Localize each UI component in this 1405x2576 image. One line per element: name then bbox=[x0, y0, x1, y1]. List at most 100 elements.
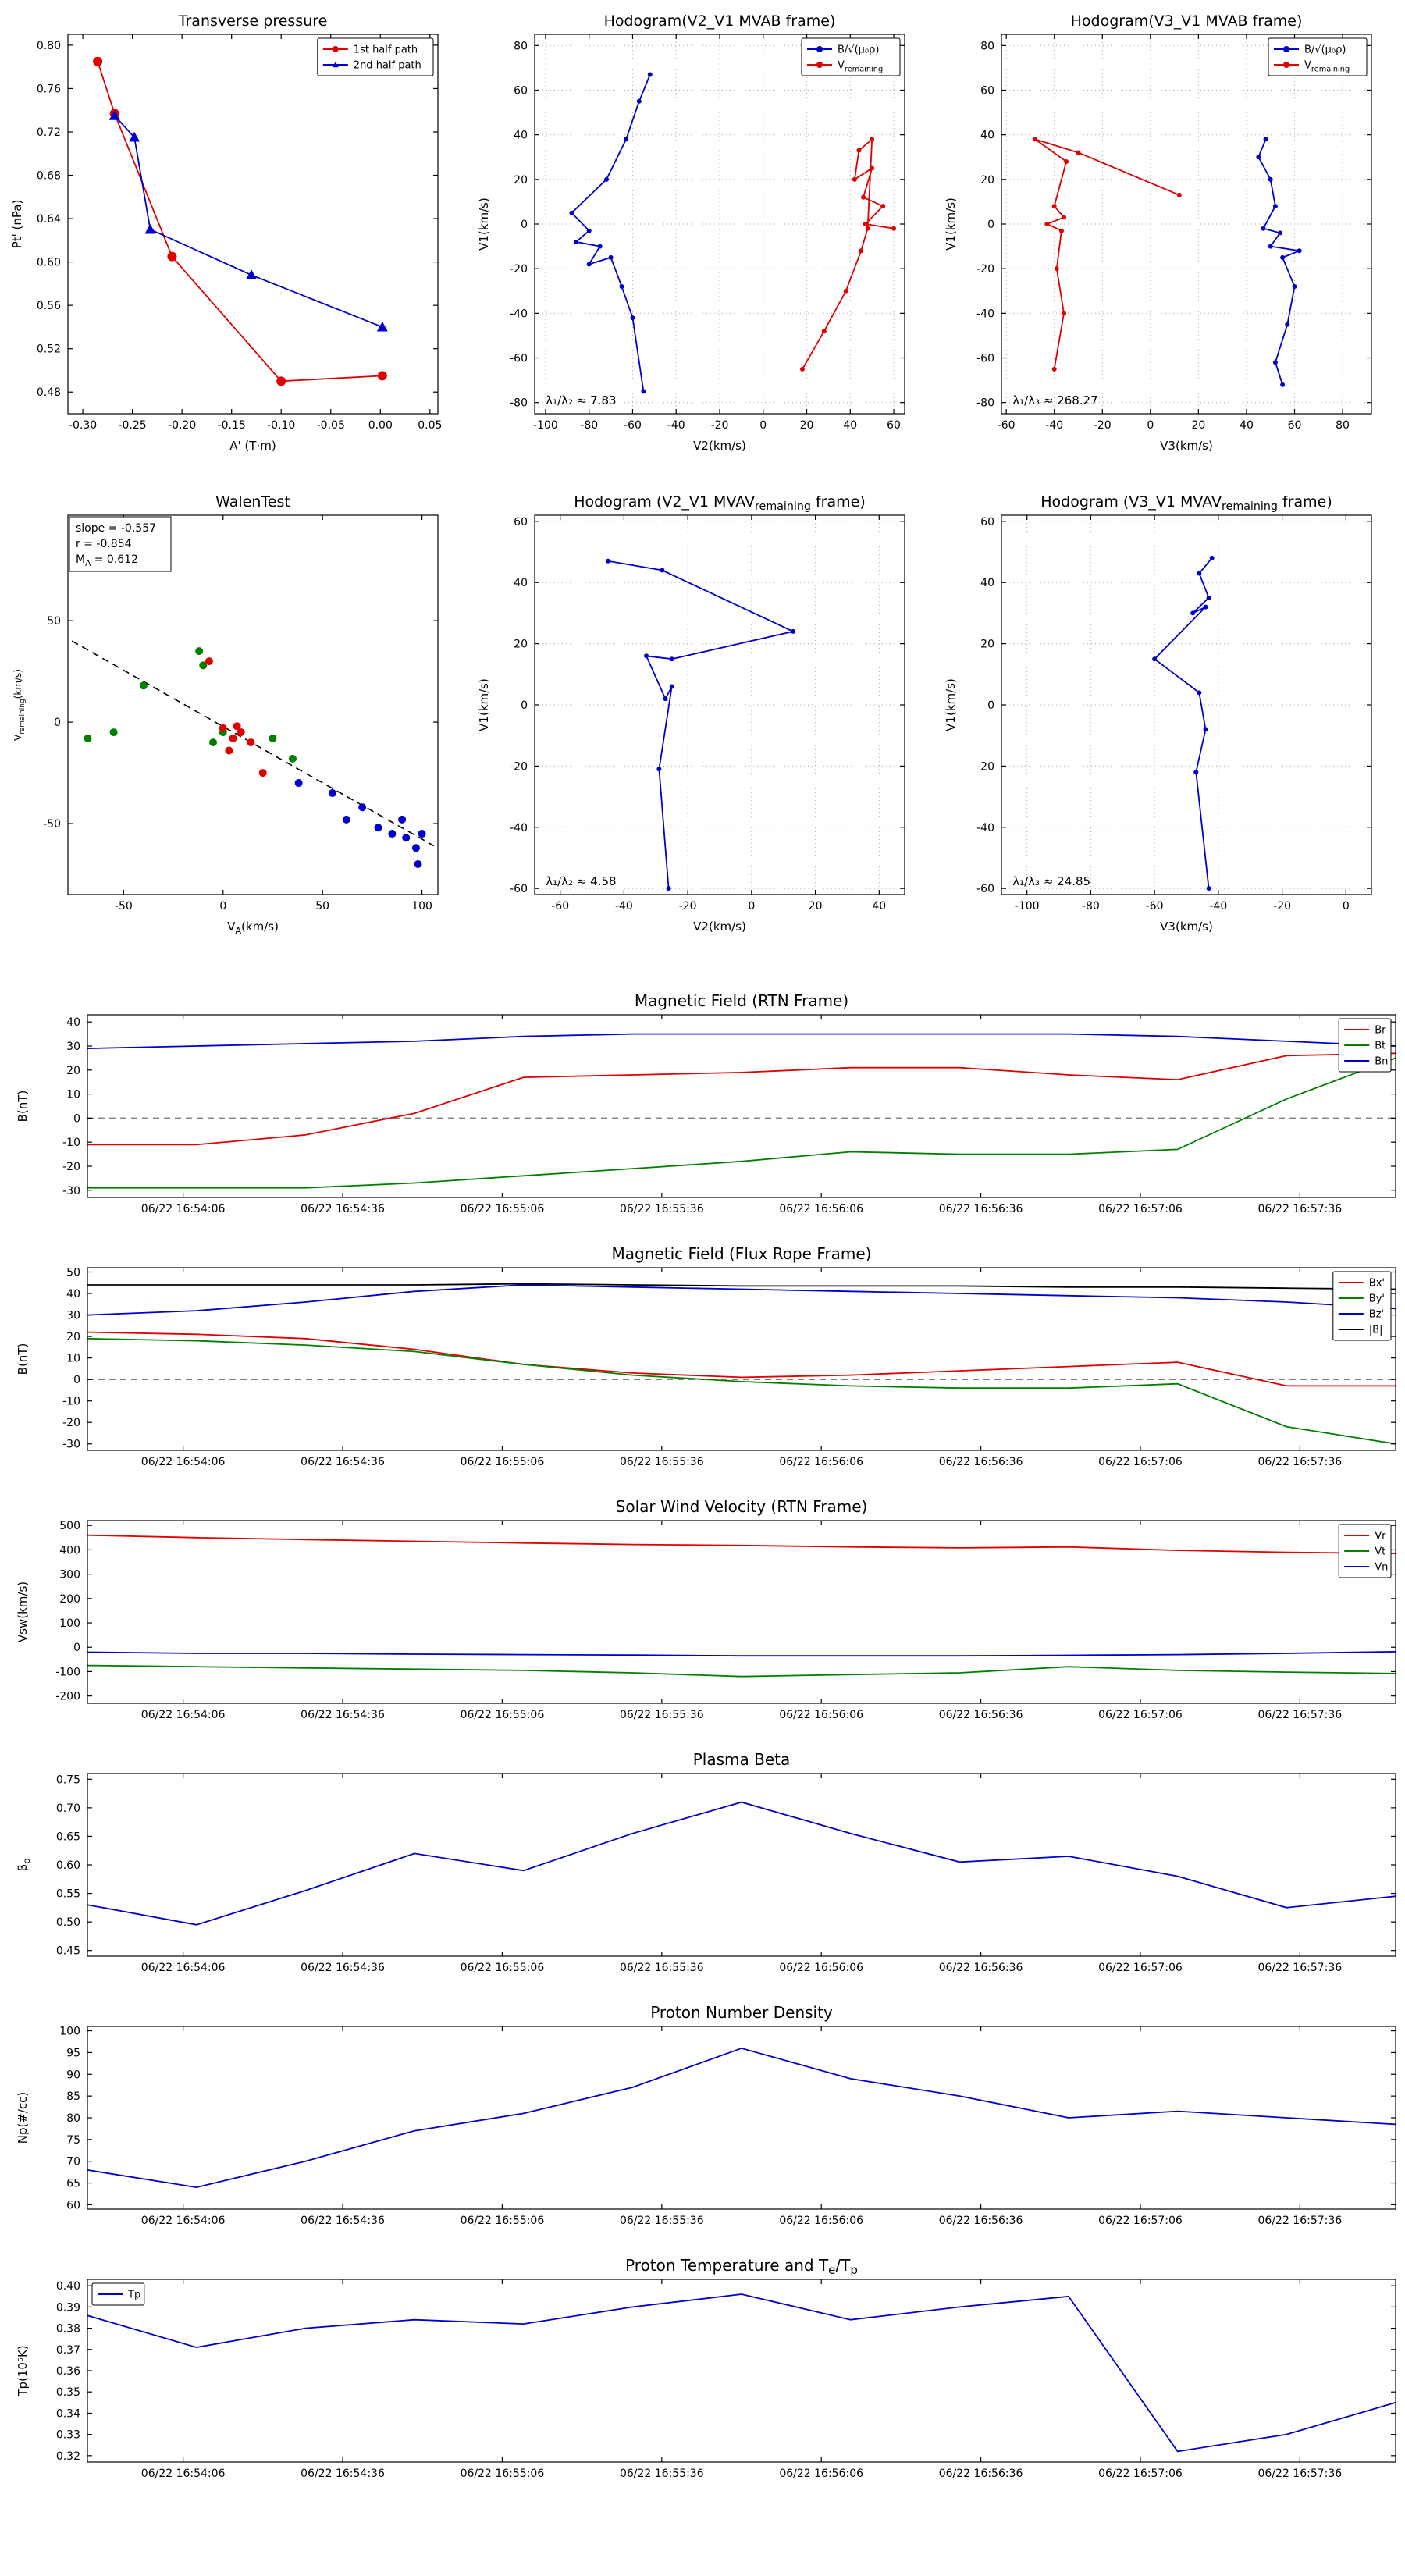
svg-text:λ₁/λ₃ ≈ 24.85: λ₁/λ₃ ≈ 24.85 bbox=[1012, 874, 1090, 888]
svg-text:0.64: 0.64 bbox=[37, 213, 61, 226]
svg-text:06/22 16:54:06: 06/22 16:54:06 bbox=[141, 2215, 226, 2227]
chart-magnetic-field-rtn: 06/22 16:54:06 06/22 16:54:36 06/22 16:55:… bbox=[0, 991, 1405, 1226]
svg-text:-0.10: -0.10 bbox=[267, 419, 295, 432]
chart-plasma-beta: 06/22 16:54:06 06/22 16:54:36 06/22 16:55:… bbox=[0, 1750, 1405, 1984]
svg-text:0: 0 bbox=[73, 1112, 80, 1125]
svg-text:-0.20: -0.20 bbox=[168, 419, 196, 432]
svg-text:06/22 16:57:36: 06/22 16:57:36 bbox=[1258, 2467, 1343, 2480]
svg-text:V1(km/s): V1(km/s) bbox=[944, 197, 958, 251]
svg-text:06/22 16:57:06: 06/22 16:57:06 bbox=[1098, 1962, 1183, 1974]
svg-text:06/22 16:55:36: 06/22 16:55:36 bbox=[620, 1709, 704, 1721]
svg-text:-60: -60 bbox=[510, 353, 528, 365]
svg-text:-100: -100 bbox=[55, 1666, 80, 1678]
svg-text:06/22 16:57:36: 06/22 16:57:36 bbox=[1258, 1709, 1343, 1721]
svg-text:100: 100 bbox=[59, 2026, 80, 2038]
svg-text:-40: -40 bbox=[976, 822, 994, 834]
svg-text:06/22 16:54:06: 06/22 16:54:06 bbox=[141, 1709, 226, 1721]
svg-text:06/22 16:56:36: 06/22 16:56:36 bbox=[939, 1203, 1023, 1215]
svg-text:A' (T·m): A' (T·m) bbox=[229, 439, 276, 453]
svg-text:0.05: 0.05 bbox=[418, 419, 442, 432]
svg-text:-30: -30 bbox=[62, 1439, 80, 1451]
svg-text:95: 95 bbox=[66, 2047, 80, 2059]
svg-text:λ₁/λ₂ ≈ 4.58: λ₁/λ₂ ≈ 4.58 bbox=[546, 874, 616, 888]
svg-text:30: 30 bbox=[66, 1041, 80, 1053]
chart-magnetic-field-flux-rope: 06/22 16:54:06 06/22 16:54:36 06/22 16:55:… bbox=[0, 1244, 1405, 1478]
svg-text:70: 70 bbox=[66, 2156, 80, 2169]
svg-text:20: 20 bbox=[66, 1065, 80, 1077]
svg-text:60: 60 bbox=[1288, 419, 1302, 432]
svg-text:60: 60 bbox=[66, 2199, 80, 2211]
svg-text:0.34: 0.34 bbox=[56, 2407, 80, 2420]
svg-text:-10: -10 bbox=[62, 1137, 80, 1149]
svg-text:06/22 16:57:06: 06/22 16:57:06 bbox=[1098, 1456, 1183, 1468]
svg-text:0.45: 0.45 bbox=[56, 1945, 80, 1958]
svg-text:-200: -200 bbox=[55, 1691, 80, 1703]
svg-text:Magnetic Field (RTN Frame): Magnetic Field (RTN Frame) bbox=[635, 991, 848, 1010]
svg-text:Tp(10⁵K): Tp(10⁵K) bbox=[16, 2345, 30, 2396]
svg-text:-100: -100 bbox=[533, 419, 558, 432]
chart-proton-number-density: 06/22 16:54:06 06/22 16:54:36 06/22 16:55:… bbox=[0, 2003, 1405, 2237]
svg-text:0.56: 0.56 bbox=[37, 300, 61, 312]
svg-text:0.60: 0.60 bbox=[37, 257, 61, 269]
svg-text:20: 20 bbox=[980, 174, 994, 187]
svg-text:100: 100 bbox=[59, 1617, 80, 1630]
svg-text:VA(km/s): VA(km/s) bbox=[227, 920, 279, 936]
svg-text:V1(km/s): V1(km/s) bbox=[477, 197, 491, 251]
svg-text:30: 30 bbox=[66, 1310, 80, 1322]
svg-text:40: 40 bbox=[980, 130, 994, 142]
svg-text:-20: -20 bbox=[1094, 419, 1112, 432]
chart-solar-wind-velocity: 06/22 16:54:06 06/22 16:54:36 06/22 16:55:… bbox=[0, 1497, 1405, 1731]
svg-text:-30: -30 bbox=[62, 1185, 80, 1197]
svg-text:06/22 16:56:36: 06/22 16:56:36 bbox=[939, 2215, 1023, 2227]
svg-text:Np(#/cc): Np(#/cc) bbox=[16, 2092, 30, 2144]
svg-text:06/22 16:55:36: 06/22 16:55:36 bbox=[620, 1203, 704, 1215]
chart-row-1: -0.30 -0.25 -0.20 -0.15 -0.10 -0.05 0.00 0.05 0.… bbox=[0, 8, 1405, 468]
svg-text:-40: -40 bbox=[510, 308, 528, 320]
svg-text:B(nT): B(nT) bbox=[16, 1343, 30, 1375]
svg-text:0.32: 0.32 bbox=[56, 2450, 80, 2463]
svg-text:βp: βp bbox=[16, 1859, 32, 1872]
svg-text:0: 0 bbox=[54, 717, 61, 729]
svg-text:60: 60 bbox=[980, 516, 994, 528]
svg-text:06/22 16:55:36: 06/22 16:55:36 bbox=[620, 1456, 704, 1468]
svg-text:300: 300 bbox=[59, 1569, 80, 1582]
svg-text:-10: -10 bbox=[62, 1396, 80, 1408]
chart-hodogram-v3v1-mvav: -100 -80 -60 -40 -20 0 -60 -40 -20 0 20 40 60 Hodogra… bbox=[936, 489, 1403, 949]
svg-text:06/22 16:54:36: 06/22 16:54:36 bbox=[301, 1456, 385, 1468]
svg-text:06/22 16:54:36: 06/22 16:54:36 bbox=[301, 1962, 385, 1974]
svg-text:1st half path: 1st half path bbox=[354, 44, 418, 56]
svg-text:0.55: 0.55 bbox=[56, 1888, 80, 1901]
svg-text:-80: -80 bbox=[1082, 900, 1100, 913]
chart-hodogram-v2v1-mvab: -100 -80 -60 -40 -20 0 20 40 60 -80 -60 -40 -20 0 20 40… bbox=[469, 8, 936, 468]
svg-text:0.36: 0.36 bbox=[56, 2365, 80, 2378]
svg-text:10: 10 bbox=[66, 1089, 80, 1101]
svg-text:20: 20 bbox=[514, 639, 528, 651]
svg-text:V1(km/s): V1(km/s) bbox=[477, 678, 491, 731]
svg-text:|B|: |B| bbox=[1369, 1325, 1383, 1336]
svg-text:60: 60 bbox=[887, 419, 901, 432]
svg-text:-60: -60 bbox=[976, 883, 994, 895]
svg-text:06/22 16:54:06: 06/22 16:54:06 bbox=[141, 1203, 226, 1215]
svg-text:06/22 16:56:06: 06/22 16:56:06 bbox=[779, 2215, 863, 2227]
svg-text:06/22 16:56:36: 06/22 16:56:36 bbox=[939, 2467, 1023, 2480]
svg-text:50: 50 bbox=[47, 615, 61, 628]
svg-text:40: 40 bbox=[872, 900, 886, 913]
svg-text:0.50: 0.50 bbox=[56, 1916, 80, 1929]
svg-text:06/22 16:55:06: 06/22 16:55:06 bbox=[461, 2467, 545, 2480]
svg-text:-20: -20 bbox=[679, 900, 697, 913]
svg-text:06/22 16:57:36: 06/22 16:57:36 bbox=[1258, 1962, 1343, 1974]
svg-text:06/22 16:55:06: 06/22 16:55:06 bbox=[461, 1456, 545, 1468]
svg-text:λ₁/λ₂ ≈ 7.83: λ₁/λ₂ ≈ 7.83 bbox=[546, 393, 616, 407]
svg-text:06/22 16:57:06: 06/22 16:57:06 bbox=[1098, 1203, 1183, 1215]
chart-transverse-pressure: -0.30 -0.25 -0.20 -0.15 -0.10 -0.05 0.00 0.05 0.… bbox=[2, 8, 469, 468]
svg-text:06/22 16:54:06: 06/22 16:54:06 bbox=[141, 1962, 226, 1974]
svg-text:100: 100 bbox=[411, 900, 432, 913]
svg-text:06/22 16:55:36: 06/22 16:55:36 bbox=[620, 2467, 704, 2480]
svg-text:λ₁/λ₃ ≈ 268.27: λ₁/λ₃ ≈ 268.27 bbox=[1012, 393, 1097, 407]
svg-text:Plasma Beta: Plasma Beta bbox=[693, 1750, 791, 1769]
svg-text:-20: -20 bbox=[976, 263, 994, 276]
svg-text:Vsw(km/s): Vsw(km/s) bbox=[16, 1582, 30, 1642]
svg-text:0: 0 bbox=[987, 219, 994, 231]
svg-text:0.65: 0.65 bbox=[56, 1831, 80, 1843]
svg-text:20: 20 bbox=[514, 174, 528, 187]
